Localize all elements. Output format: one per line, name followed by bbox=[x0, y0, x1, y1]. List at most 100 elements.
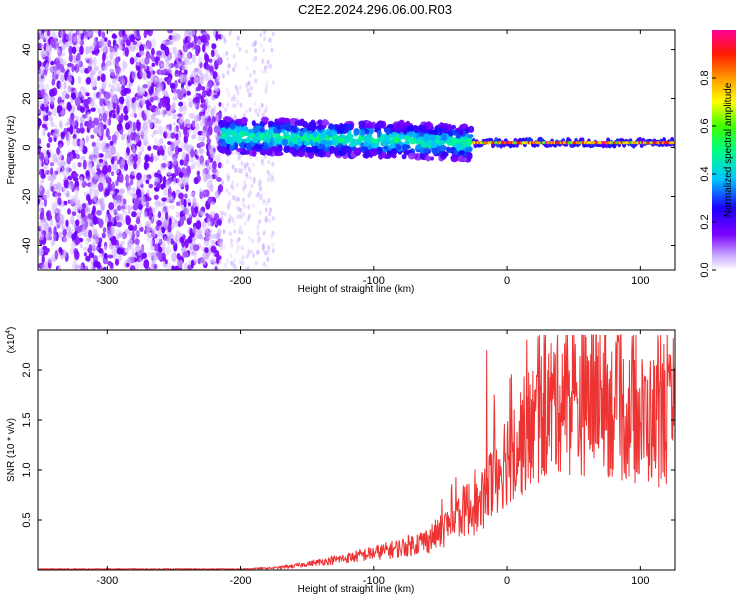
spectrogram-cell bbox=[431, 129, 438, 134]
spectrogram-cell bbox=[154, 137, 158, 145]
spectrogram-cell bbox=[139, 64, 146, 69]
spectrogram-cell bbox=[408, 131, 414, 138]
colorbar-tick-label: 0.4 bbox=[699, 166, 711, 181]
spectrogram-cell bbox=[223, 262, 227, 268]
spectrogram-cell bbox=[124, 152, 129, 159]
spectrogram-cell bbox=[188, 31, 192, 42]
spectrogram-cell bbox=[93, 145, 97, 156]
spectrogram-cell bbox=[156, 220, 162, 227]
spectrogram-cell bbox=[203, 237, 210, 247]
spectrogram-cell bbox=[170, 195, 175, 203]
spectrogram-cell bbox=[229, 253, 233, 259]
spectrogram-cell bbox=[205, 163, 212, 170]
spectrogram-cell bbox=[151, 62, 156, 67]
spectrogram-cell bbox=[257, 219, 261, 225]
spectrogram-cell bbox=[120, 159, 126, 166]
spectrogram-cell bbox=[143, 141, 149, 146]
spectrogram-cell bbox=[262, 198, 266, 204]
spectrogram-cell bbox=[38, 208, 43, 213]
spectrogram-cell bbox=[160, 43, 165, 51]
spectrogram-cell bbox=[183, 262, 188, 270]
spectrogram-cell bbox=[123, 114, 129, 121]
spectrogram-cell bbox=[39, 82, 45, 90]
spectrogram-cell bbox=[327, 124, 336, 130]
spectrogram-cell bbox=[216, 177, 222, 182]
spectrogram-cell bbox=[229, 122, 236, 130]
spectrogram-cell bbox=[149, 239, 154, 246]
spectrogram-cell bbox=[199, 141, 205, 148]
spectrogram-cell bbox=[261, 242, 265, 248]
spectrogram-cell bbox=[206, 138, 212, 145]
spectrogram-cell bbox=[109, 47, 115, 56]
spectrogram-cell bbox=[143, 30, 148, 39]
x-tick-label: -100 bbox=[363, 275, 385, 287]
spectrogram-cell bbox=[129, 112, 136, 118]
spectrogram-cell bbox=[146, 189, 150, 197]
spectrogram-cell bbox=[74, 97, 81, 107]
spectrogram-cell bbox=[151, 227, 157, 238]
spectrogram-cell bbox=[238, 85, 242, 90]
spectrogram-cell bbox=[175, 133, 179, 141]
spectrogram-cell bbox=[261, 145, 270, 151]
spectrogram-cell bbox=[247, 251, 251, 257]
spectrogram-cell bbox=[156, 177, 161, 184]
spectrogram-cell bbox=[43, 33, 48, 42]
spectrogram-cell bbox=[143, 43, 150, 51]
spectrogram-cell bbox=[71, 210, 77, 217]
spectrogram-cell bbox=[294, 120, 301, 126]
spectrogram-cell bbox=[242, 197, 245, 203]
spectrogram-cell bbox=[262, 261, 266, 267]
spectrogram-cell bbox=[244, 109, 248, 115]
spectrogram-cell bbox=[107, 182, 113, 190]
spectrogram-cell bbox=[41, 123, 47, 129]
spectrogram-cell bbox=[220, 34, 224, 40]
spectrogram-cell bbox=[89, 190, 93, 196]
spectrogram-cell bbox=[124, 133, 128, 138]
spectrogram-cell bbox=[233, 115, 237, 121]
spectrogram-cell bbox=[182, 43, 189, 53]
spectrogram-cell bbox=[254, 78, 258, 84]
spectrogram-cell bbox=[201, 89, 207, 98]
spectrogram-cell bbox=[369, 148, 378, 157]
spectrogram-cell bbox=[161, 197, 167, 202]
spectrogram-cell bbox=[77, 75, 82, 84]
spectrogram-cell bbox=[259, 181, 263, 187]
spectrogram-cell bbox=[291, 132, 297, 139]
spectrogram-cell bbox=[248, 107, 252, 113]
spectrogram-cell bbox=[393, 136, 400, 144]
spectrogram-cell bbox=[438, 145, 447, 152]
spectrogram-cell bbox=[190, 205, 195, 213]
spectrogram-cell bbox=[110, 84, 116, 93]
spectrogram-cell bbox=[205, 98, 209, 106]
spectrogram-cell bbox=[150, 47, 155, 56]
spectrogram-cell bbox=[184, 141, 189, 152]
spectrogram-cell bbox=[66, 75, 72, 83]
spectrogram-cell bbox=[154, 76, 159, 81]
spectrogram-cell bbox=[101, 88, 105, 95]
spectrogram-cell bbox=[205, 84, 210, 92]
spectrogram-cell bbox=[259, 42, 263, 48]
spectrogram-cell bbox=[47, 257, 53, 264]
spectrogram-cell bbox=[62, 186, 68, 195]
spectrogram-cell bbox=[38, 137, 42, 145]
spectrogram-cell bbox=[191, 53, 196, 64]
spectrogram-cell bbox=[264, 88, 268, 94]
spectrogram-cell bbox=[220, 237, 224, 243]
spectrogram-cell bbox=[201, 168, 206, 178]
y-tick-label: 40 bbox=[21, 43, 33, 55]
spectrogram-cell bbox=[86, 218, 92, 223]
spectrogram-cell bbox=[231, 130, 237, 139]
spectrogram-cell bbox=[121, 233, 126, 240]
spectrogram-cell bbox=[219, 121, 225, 128]
spectrogram-cell bbox=[385, 127, 391, 136]
spectrogram-cell bbox=[71, 63, 75, 73]
spectrogram-cell bbox=[126, 138, 133, 148]
spectrogram-cell bbox=[47, 175, 51, 182]
spectrogram-cell bbox=[345, 123, 353, 131]
spectrogram-cell bbox=[98, 182, 104, 192]
spectrogram-cell bbox=[425, 155, 431, 162]
spectrogram-cell bbox=[431, 146, 438, 155]
spectrogram-cell bbox=[153, 95, 159, 101]
snr-xlabel: Height of straight line (km) bbox=[298, 584, 415, 595]
